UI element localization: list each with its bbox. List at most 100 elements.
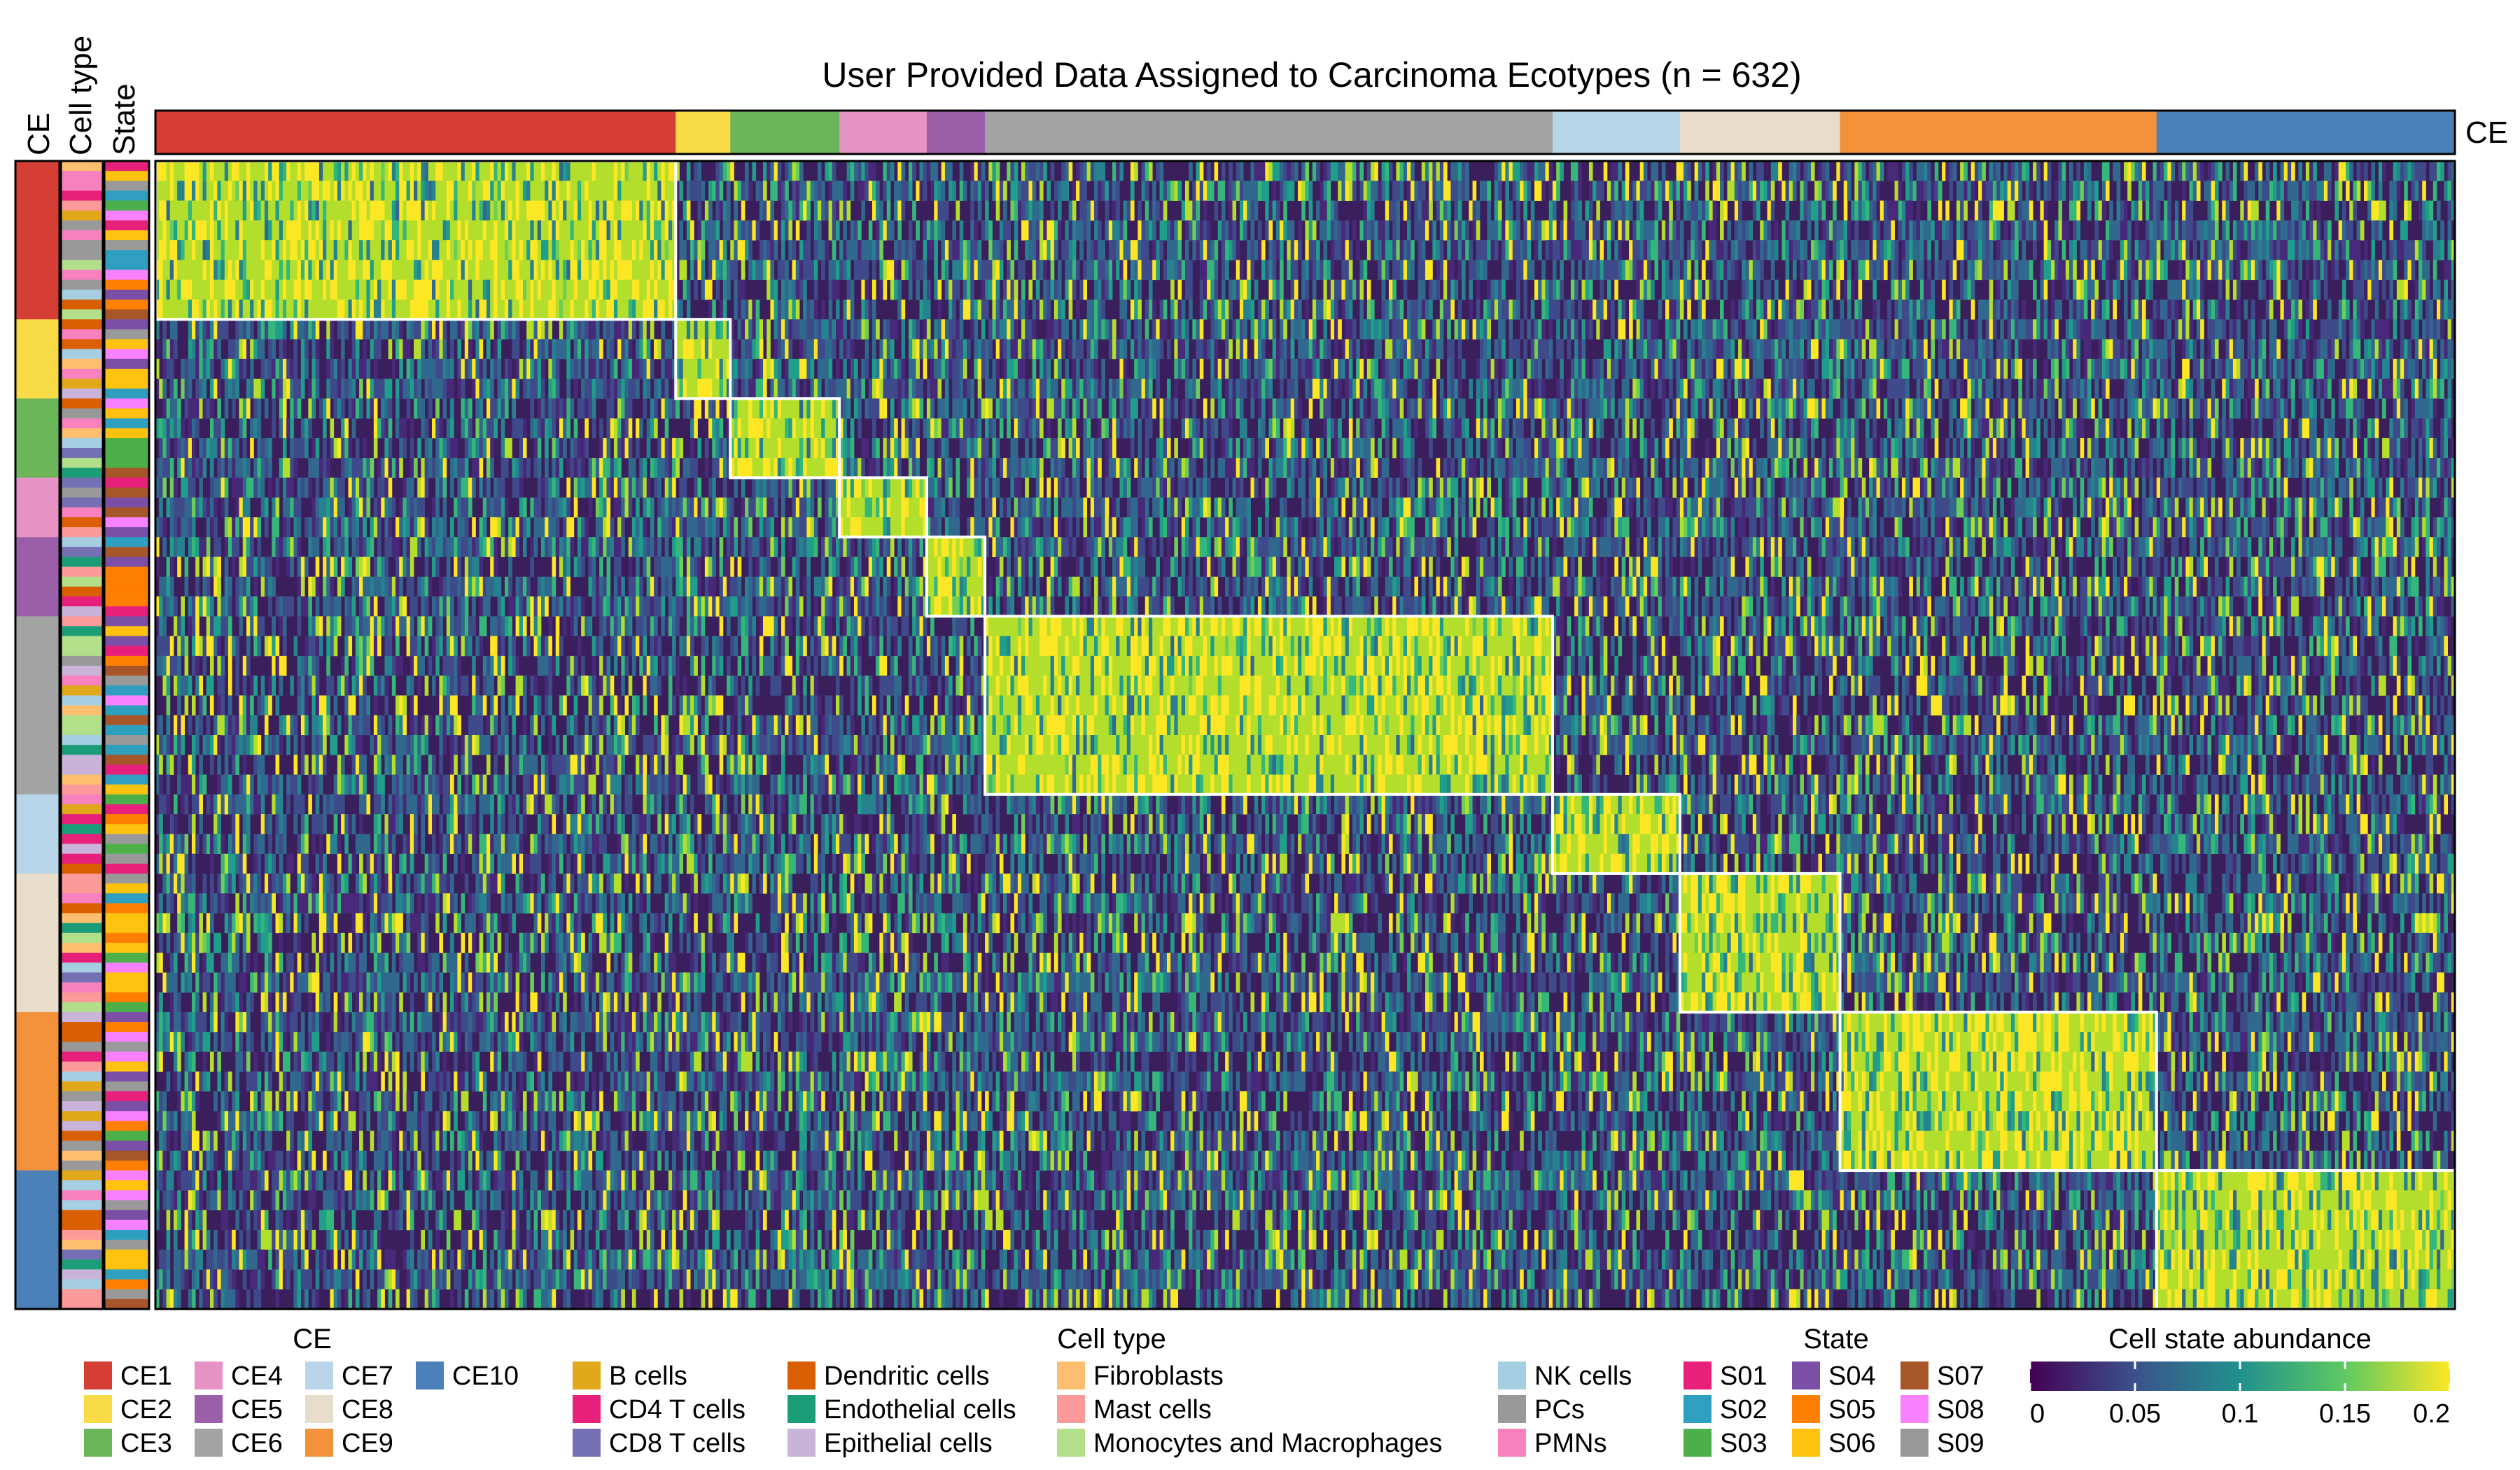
row-cell-type-cell: [59, 1190, 104, 1200]
heatmap-cell: [1156, 319, 1160, 340]
heatmap-cell: [316, 379, 320, 399]
heatmap-cell: [392, 300, 396, 320]
heatmap-cell: [341, 161, 345, 181]
heatmap-cell: [1833, 181, 1837, 201]
heatmap-cell: [1094, 220, 1098, 241]
heatmap-cell: [1130, 379, 1142, 399]
row-cell-type-cell: [59, 695, 104, 706]
heatmap-cell: [2029, 201, 2033, 221]
heatmap-cell: [2204, 260, 2208, 280]
heatmap-cell: [774, 240, 778, 260]
row-cell-type-cell: [59, 488, 104, 498]
row-state-cell: [103, 962, 149, 973]
heatmap-cell: [2448, 161, 2452, 181]
heatmap-cell: [1913, 319, 1917, 340]
heatmap-cell: [1985, 319, 1989, 340]
heatmap-cell: [217, 379, 221, 399]
heatmap-cell: [1127, 379, 1131, 399]
heatmap-cell: [1276, 220, 1280, 241]
heatmap-cell: [2018, 181, 2022, 201]
heatmap-cell: [1960, 161, 1964, 181]
heatmap-cell: [1774, 339, 1779, 359]
heatmap-cell: [865, 280, 869, 300]
heatmap-cell: [617, 379, 622, 399]
heatmap-cell: [2313, 240, 2320, 260]
heatmap-cell: [1564, 300, 1568, 320]
heatmap-cell: [2258, 161, 2262, 181]
heatmap-cell: [1963, 280, 1968, 300]
heatmap-cell: [1341, 220, 1345, 241]
heatmap-cell: [1858, 339, 1863, 359]
heatmap-cell: [1702, 260, 1706, 280]
heatmap-cell: [978, 240, 982, 260]
heatmap-cell: [2404, 161, 2408, 181]
heatmap-cell: [210, 161, 214, 181]
heatmap-cell: [1364, 379, 1368, 399]
heatmap-cell: [1793, 240, 1800, 260]
heatmap-cell: [341, 319, 345, 340]
heatmap-cell: [407, 359, 411, 379]
heatmap-cell: [479, 300, 487, 320]
row-state-cell: [103, 527, 149, 538]
heatmap-cell: [1443, 260, 1448, 280]
heatmap-cell: [1142, 339, 1146, 359]
heatmap-cell: [1276, 359, 1280, 379]
heatmap-cell: [2117, 359, 2121, 379]
heatmap-cell: [225, 161, 229, 181]
heatmap-cell: [1254, 201, 1259, 221]
heatmap-cell: [2324, 181, 2328, 201]
heatmap-cell: [1385, 359, 1390, 379]
heatmap-cell: [337, 300, 345, 320]
heatmap-cell: [2211, 201, 2216, 221]
heatmap-cell: [1586, 359, 1590, 379]
heatmap-cell: [323, 161, 334, 181]
heatmap-cell: [2127, 359, 2132, 379]
heatmap-cell: [1989, 220, 1994, 241]
heatmap-cell: [1054, 280, 1058, 300]
heatmap-cell: [770, 359, 774, 379]
heatmap-cell: [2029, 359, 2033, 379]
row-state-cell: [103, 854, 149, 864]
heatmap-cell: [1465, 220, 1469, 241]
heatmap-cell: [2248, 339, 2252, 359]
heatmap-cell: [1985, 359, 1989, 379]
heatmap-cell: [1993, 220, 1997, 241]
row-cell-type-cell: [59, 883, 104, 894]
heatmap-cell: [2026, 181, 2030, 201]
heatmap-cell: [657, 379, 662, 399]
heatmap-cell: [1854, 300, 1858, 320]
heatmap-cell: [1891, 240, 1895, 260]
heatmap-cell: [766, 319, 771, 340]
heatmap-cell: [366, 181, 370, 201]
heatmap-cell: [1607, 220, 1611, 241]
row-cell-type-cell: [59, 814, 104, 825]
heatmap-cell: [1807, 161, 1812, 181]
heatmap-cell: [432, 280, 436, 300]
heatmap-cell: [756, 260, 764, 280]
heatmap-cell: [1669, 359, 1673, 379]
row-ce-segment-ce1: [15, 161, 61, 320]
heatmap-cell: [246, 379, 251, 399]
heatmap-cell: [785, 300, 789, 320]
heatmap-cell: [1283, 181, 1287, 201]
heatmap-cell: [2404, 240, 2415, 260]
heatmap-cell: [2389, 181, 2397, 201]
heatmap-cell: [1738, 220, 1742, 241]
row-ce-segment-ce6: [15, 616, 61, 794]
heatmap-cell: [1556, 339, 1564, 359]
heatmap-cell: [1582, 240, 1590, 260]
heatmap-cell: [2313, 339, 2317, 359]
heatmap-cell: [399, 220, 403, 241]
heatmap-cell: [1877, 300, 1881, 320]
heatmap-cell: [1632, 220, 1637, 241]
heatmap-cell: [210, 300, 214, 320]
heatmap-cell: [301, 300, 305, 320]
row-cell-type-cell: [59, 1062, 104, 1072]
heatmap-cell: [770, 260, 774, 280]
heatmap-cell: [1690, 359, 1695, 379]
heatmap-cell: [1040, 260, 1044, 280]
heatmap-cell: [1629, 300, 1633, 320]
heatmap-cell: [1705, 339, 1713, 359]
heatmap-cell: [1949, 181, 1954, 201]
heatmap-cell: [1079, 280, 1084, 300]
